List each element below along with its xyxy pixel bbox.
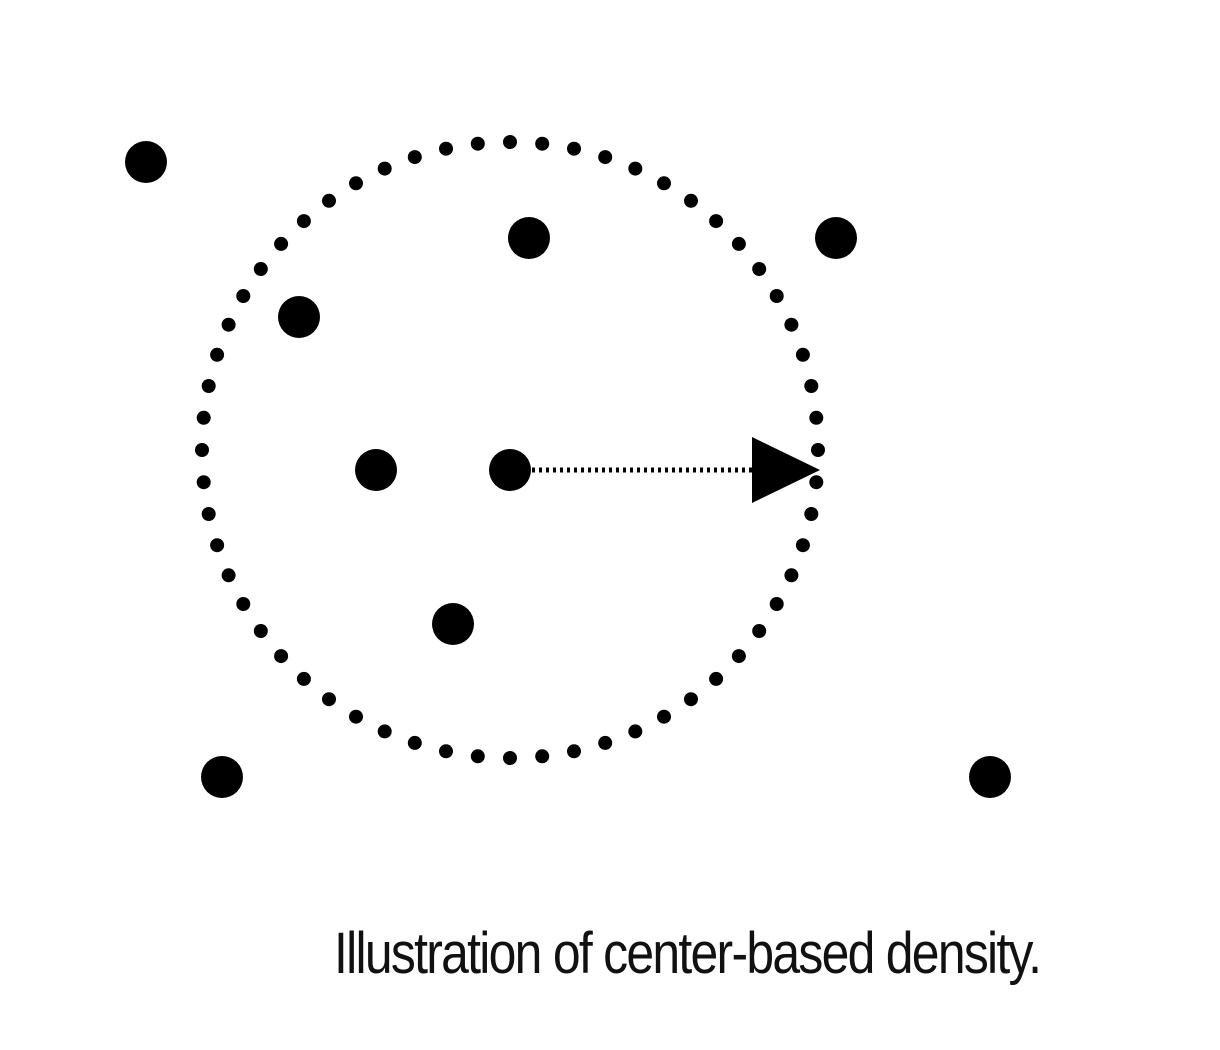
circle-dot: [535, 749, 550, 764]
circle-dot: [684, 692, 698, 707]
circle-dot: [567, 744, 581, 759]
circle-dot: [657, 176, 671, 191]
circle-dot: [752, 624, 767, 638]
circle-dot: [709, 671, 724, 686]
circle-dot: [296, 214, 311, 229]
circle-dot: [274, 236, 289, 251]
circle-dot: [804, 507, 819, 521]
data-point-inside-bottom: [432, 603, 474, 645]
circle-dot: [195, 443, 209, 457]
circle-dot: [503, 135, 517, 149]
data-points: [125, 141, 1011, 798]
circle-dot: [407, 735, 422, 750]
circle-dot: [201, 507, 216, 521]
arrowhead-icon: [752, 437, 820, 503]
circle-dot: [439, 744, 453, 759]
circle-dot: [296, 671, 311, 686]
circle-dot: [804, 379, 819, 393]
circle-dot: [322, 692, 336, 707]
circle-dot: [784, 568, 799, 583]
figure-caption: Illustration of center-based density.: [334, 921, 1042, 986]
circle-dot: [628, 724, 643, 739]
circle-dot: [795, 347, 810, 362]
circle-dot: [684, 193, 698, 208]
data-point-outside-bottom-right: [969, 756, 1011, 798]
data-point-outside-top-left: [125, 141, 167, 183]
circle-dot: [407, 150, 422, 165]
circle-dot: [567, 141, 581, 156]
circle-dot: [784, 317, 799, 332]
circle-dot: [731, 236, 746, 251]
data-point-inside-top: [508, 217, 550, 259]
circle-dot: [253, 262, 268, 276]
data-point-inside-left: [355, 449, 397, 491]
circle-dot: [769, 289, 784, 303]
circle-dot: [377, 724, 392, 739]
circle-dot: [470, 749, 485, 764]
circle-dot: [809, 410, 824, 425]
radius-arrow: [532, 437, 820, 503]
circle-dot: [221, 317, 236, 332]
circle-dot: [210, 538, 225, 553]
circle-dot: [349, 176, 363, 191]
circle-dot: [349, 709, 363, 724]
circle-dot: [196, 410, 211, 425]
data-point-inside-upper-left: [278, 296, 320, 338]
circle-dot: [752, 262, 767, 276]
circle-dot: [657, 709, 671, 724]
circle-dot: [221, 568, 236, 583]
circle-dot: [201, 379, 216, 393]
circle-dot: [196, 475, 211, 490]
circle-dot: [628, 161, 643, 176]
circle-dot: [503, 751, 517, 765]
circle-dot: [731, 649, 746, 664]
neighborhood-circle: [195, 135, 825, 765]
circle-dot: [236, 289, 251, 303]
circle-dot: [274, 649, 289, 664]
circle-dot: [377, 161, 392, 176]
circle-dot: [795, 538, 810, 553]
circle-dot: [322, 193, 336, 208]
circle-dot: [535, 136, 550, 151]
circle-dot: [210, 347, 225, 362]
circle-dot: [769, 597, 784, 611]
circle-dot: [598, 735, 613, 750]
data-point-center: [489, 449, 531, 491]
circle-dot: [811, 443, 825, 457]
circle-dot: [439, 141, 453, 156]
circle-dot: [709, 214, 724, 229]
circle-dot: [598, 150, 613, 165]
circle-dot: [809, 475, 824, 490]
circle-dot: [470, 136, 485, 151]
data-point-outside-top-right: [815, 217, 857, 259]
circle-dot: [253, 624, 268, 638]
circle-dot: [236, 597, 251, 611]
data-point-outside-bottom-left: [201, 756, 243, 798]
